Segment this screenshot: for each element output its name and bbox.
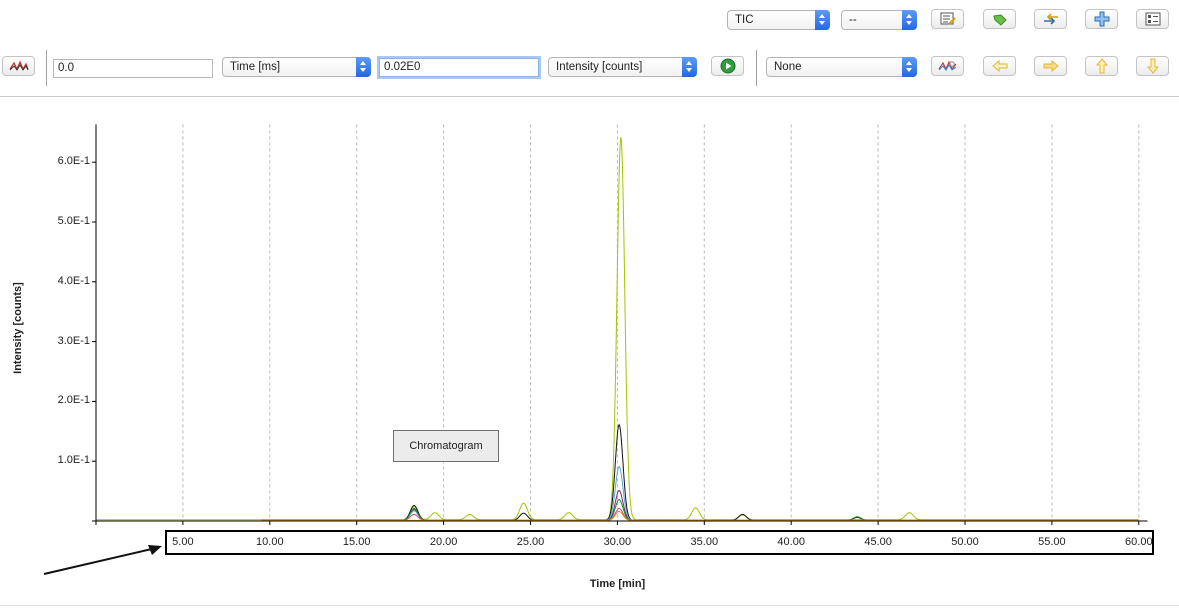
- chevron-updown-icon: [902, 10, 917, 30]
- overlay-chart-icon: [938, 60, 956, 71]
- x-tick-label: 15.00: [342, 536, 371, 548]
- series-line: [261, 498, 1139, 521]
- chevron-updown-icon: [815, 10, 830, 30]
- series-line: [261, 507, 1139, 521]
- chromatogram-chart[interactable]: [0, 100, 1179, 600]
- toolbar-separator: [756, 50, 757, 86]
- play-icon: [720, 58, 735, 74]
- y-value-input[interactable]: 0.02E0: [379, 58, 539, 77]
- y-tick-label: 5.0E-1: [57, 215, 90, 227]
- series-line: [261, 510, 1139, 521]
- swap-button[interactable]: [1034, 9, 1067, 29]
- x-tick-label: 35.00: [690, 536, 719, 548]
- y-tick-label: 1.0E-1: [57, 454, 90, 467]
- x-tick-label: 30.00: [603, 536, 632, 548]
- x-unit-select-value: Time [ms]: [230, 61, 281, 73]
- x-tick-label: 45.00: [864, 536, 892, 548]
- swap-icon: [1043, 13, 1058, 25]
- chevron-updown-icon: [682, 57, 697, 77]
- chromatogram-icon: [9, 60, 29, 71]
- arrow-up-icon: [1095, 58, 1108, 74]
- tag-button[interactable]: [983, 9, 1016, 29]
- arrow-down-icon: [1146, 58, 1159, 74]
- filter-select[interactable]: None: [766, 57, 917, 77]
- y-unit-select-value: Intensity [counts]: [556, 61, 643, 73]
- shift-right-button[interactable]: [1034, 56, 1067, 76]
- apply-button[interactable]: [711, 56, 744, 76]
- y-axis-title: Intensity [counts]: [12, 282, 24, 374]
- y-tick-label: 2.0E-1: [57, 394, 90, 407]
- shift-down-button[interactable]: [1136, 56, 1169, 76]
- arrow-left-icon: [991, 59, 1007, 73]
- add-icon: [1094, 11, 1109, 27]
- toolbar-divider: [0, 96, 1179, 97]
- arrow-right-icon: [1043, 59, 1059, 73]
- series-line: [96, 137, 1139, 521]
- x-tick-label: 20.00: [429, 536, 458, 548]
- tag-icon: [992, 14, 1007, 26]
- y-tick-label: 6.0E-1: [57, 155, 90, 168]
- x-tick-label: 55.00: [1038, 536, 1066, 548]
- chart-toggle-button[interactable]: [2, 56, 35, 76]
- y-unit-select[interactable]: Intensity [counts]: [548, 57, 697, 77]
- x-tick-label: 50.00: [951, 536, 979, 548]
- secondary-select[interactable]: --: [841, 10, 917, 30]
- edit-list-button[interactable]: [931, 9, 964, 29]
- signal-select[interactable]: TIC: [727, 10, 830, 30]
- annotation-arrow-icon: [43, 545, 162, 575]
- shift-up-button[interactable]: [1085, 56, 1118, 76]
- x-tick-label: 40.00: [777, 536, 805, 548]
- filter-select-value: None: [774, 61, 802, 73]
- chevron-updown-icon: [356, 57, 371, 77]
- x-value-input[interactable]: 0.0: [53, 59, 213, 78]
- x-unit-select[interactable]: Time [ms]: [222, 57, 371, 77]
- x-tick-label: 5.00: [172, 536, 194, 548]
- signal-select-value: TIC: [735, 14, 754, 26]
- secondary-select-value: --: [849, 14, 857, 26]
- y-tick-label: 3.0E-1: [57, 334, 90, 347]
- overlay-button[interactable]: [931, 56, 964, 76]
- x-tick-label: 10.00: [256, 536, 284, 548]
- x-axis-highlight-box: [165, 530, 1154, 555]
- settings-list-button[interactable]: [1136, 9, 1169, 29]
- x-axis-title: Time [min]: [589, 578, 646, 590]
- edit-list-icon: [940, 12, 956, 25]
- y-tick-label: 4.0E-1: [57, 274, 90, 287]
- x-tick-label: 60.00: [1125, 536, 1153, 548]
- settings-list-icon: [1145, 12, 1160, 26]
- bottom-divider: [0, 605, 1179, 606]
- toolbar-separator: [46, 50, 47, 86]
- shift-left-button[interactable]: [983, 56, 1016, 76]
- legend-chromatogram[interactable]: Chromatogram: [393, 430, 499, 462]
- x-tick-label: 25.00: [516, 536, 545, 548]
- series-line: [261, 489, 1139, 521]
- add-button[interactable]: [1085, 9, 1118, 29]
- chevron-updown-icon: [902, 57, 917, 77]
